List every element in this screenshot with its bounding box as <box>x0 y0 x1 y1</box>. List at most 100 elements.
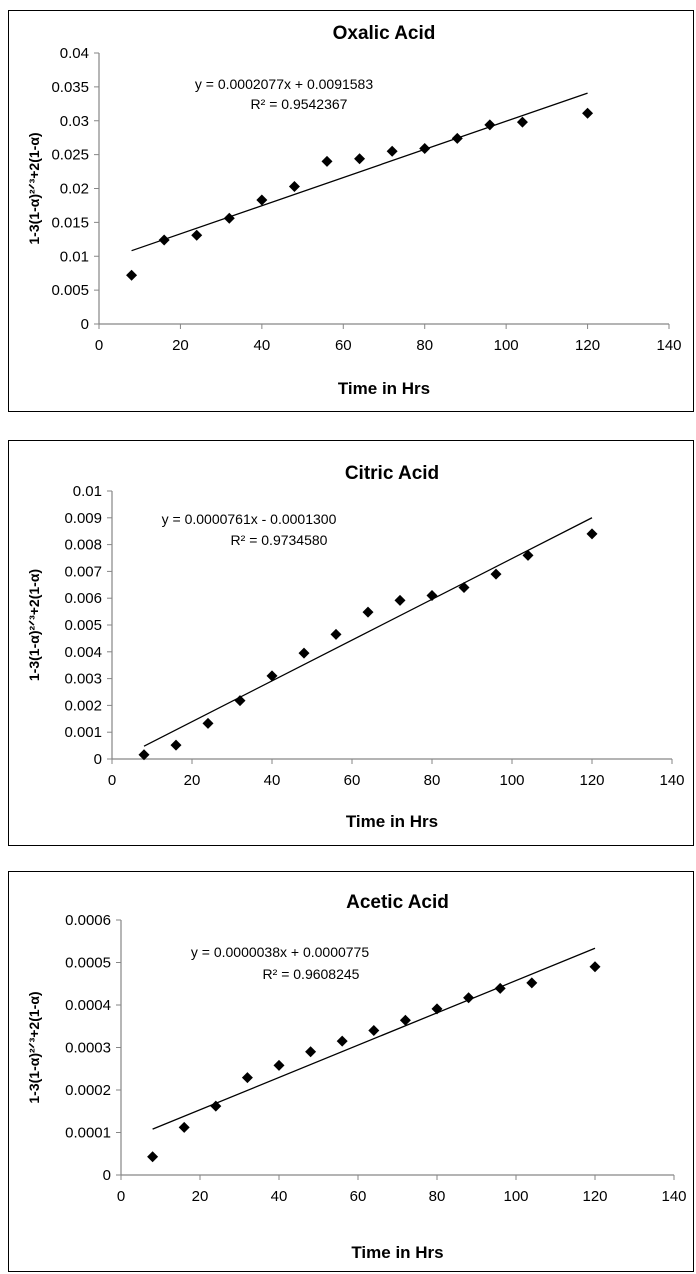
y-tick-label: 0.01 <box>60 248 89 265</box>
data-point <box>191 229 203 241</box>
x-tick-label: 20 <box>172 337 189 354</box>
data-point <box>298 647 310 659</box>
x-tick-label: 120 <box>582 1188 607 1205</box>
data-point <box>586 528 598 540</box>
y-tick-label: 0.006 <box>64 590 102 607</box>
x-tick-label: 20 <box>192 1188 209 1205</box>
data-point <box>516 116 528 128</box>
x-tick-label: 60 <box>344 772 361 789</box>
y-tick-label: 0.025 <box>51 147 89 164</box>
y-tick-label: 0 <box>81 316 89 333</box>
x-tick-label: 100 <box>499 772 524 789</box>
y-tick-label: 0.02 <box>60 181 89 198</box>
x-axis-label: Time in Hrs <box>351 1243 443 1262</box>
y-tick-label: 0.03 <box>60 113 89 130</box>
data-point <box>368 1025 380 1036</box>
data-point <box>582 107 594 119</box>
y-tick-label: 0.015 <box>51 214 89 231</box>
data-point <box>321 155 333 167</box>
x-tick-label: 80 <box>424 772 441 789</box>
r-squared-label: R² = 0.9734580 <box>231 532 328 548</box>
r-squared-label: R² = 0.9542367 <box>251 96 348 112</box>
trendline-equation: y = 0.0000038x + 0.0000775 <box>191 944 369 960</box>
x-tick-label: 60 <box>335 337 352 354</box>
data-point <box>386 145 398 157</box>
x-tick-label: 0 <box>108 772 116 789</box>
data-point <box>202 717 214 729</box>
x-axis-label: Time in Hrs <box>338 379 430 398</box>
data-point <box>522 549 534 561</box>
trendline-equation: y = 0.0002077x + 0.0091583 <box>195 76 373 92</box>
chart-title: Oxalic Acid <box>333 23 436 44</box>
x-tick-label: 80 <box>429 1188 446 1205</box>
chart-citric-acid: Citric Acid 0 0.001 0.002 0.003 0.004 0.005 0.0… <box>26 463 685 831</box>
y-tick-label: 0.009 <box>64 510 102 527</box>
chart-oxalic-acid: Oxalic Acid 0 0.005 0.01 0.015 0.02 0.025 0.03 0… <box>26 23 682 398</box>
y-tick-label: 0.004 <box>64 644 102 661</box>
data-point <box>426 590 438 602</box>
y-tick-label: 0.0001 <box>65 1125 111 1142</box>
y-tick-label: 0.008 <box>64 537 102 554</box>
y-tick-label: 0 <box>94 751 102 768</box>
x-tick-label: 120 <box>575 337 600 354</box>
y-tick-label: 0.0003 <box>65 1040 111 1057</box>
y-tick-label: 0.007 <box>64 563 102 580</box>
chart-panel-citric-acid: Citric Acid 0 0.001 0.002 0.003 0.004 0.005 0.0… <box>8 440 694 846</box>
x-tick-label: 100 <box>503 1188 528 1205</box>
data-point <box>305 1046 317 1058</box>
data-point <box>451 132 463 144</box>
data-point <box>256 194 268 206</box>
x-tick-label: 140 <box>659 772 684 789</box>
y-tick-label: 0.0004 <box>65 997 111 1014</box>
data-point <box>126 269 138 281</box>
x-tick-label: 20 <box>184 772 201 789</box>
x-tick-label: 120 <box>579 772 604 789</box>
data-point <box>362 606 374 618</box>
chart-panel-oxalic-acid: Oxalic Acid 0 0.005 0.01 0.015 0.02 0.025 0.03 0… <box>8 10 694 412</box>
y-tick-label: 0.003 <box>64 671 102 688</box>
x-tick-label: 140 <box>661 1188 686 1205</box>
data-point <box>266 670 278 682</box>
x-tick-label: 140 <box>656 337 681 354</box>
data-point <box>336 1035 348 1047</box>
data-point <box>273 1059 285 1071</box>
data-point <box>234 695 246 707</box>
data-point <box>419 143 431 155</box>
y-tick-label: 0.0006 <box>65 912 111 929</box>
data-point <box>210 1100 222 1112</box>
y-tick-label: 0.0005 <box>65 955 111 972</box>
y-tick-label: 0.001 <box>64 724 102 741</box>
x-tick-label: 0 <box>95 337 103 354</box>
y-axis-label: 1-3(1-α)²ᐟ³+2(1-α) <box>26 569 42 681</box>
data-point <box>178 1121 190 1133</box>
data-point <box>170 739 182 751</box>
data-point <box>589 961 601 973</box>
trendline <box>143 517 593 747</box>
data-point <box>223 212 235 224</box>
data-point <box>494 982 506 994</box>
y-axis-label: 1-3(1-α)²ᐟ³+2(1-α) <box>26 132 42 244</box>
y-tick-label: 0.01 <box>73 483 102 500</box>
data-point <box>431 1003 443 1015</box>
chart-acetic-acid: Acetic Acid 0 0.0001 0.0002 0.0003 0.0004 0.00… <box>26 892 687 1262</box>
chart-title: Acetic Acid <box>346 892 449 913</box>
data-point <box>147 1151 159 1163</box>
x-tick-label: 40 <box>271 1188 288 1205</box>
chart-title: Citric Acid <box>345 463 439 484</box>
x-axis-label: Time in Hrs <box>346 812 438 831</box>
data-point <box>138 749 150 761</box>
data-point <box>330 628 342 640</box>
trendline-equation: y = 0.0000761x - 0.0001300 <box>162 511 337 527</box>
y-tick-label: 0.005 <box>64 617 102 634</box>
data-point <box>241 1072 253 1084</box>
data-point <box>288 180 300 192</box>
data-point <box>354 153 366 165</box>
trendline <box>152 947 596 1130</box>
data-point <box>394 594 406 606</box>
x-tick-label: 40 <box>264 772 281 789</box>
data-point <box>490 568 502 580</box>
y-tick-label: 0.002 <box>64 697 102 714</box>
x-tick-label: 0 <box>117 1188 125 1205</box>
trendline <box>131 92 588 252</box>
data-point <box>158 234 170 246</box>
